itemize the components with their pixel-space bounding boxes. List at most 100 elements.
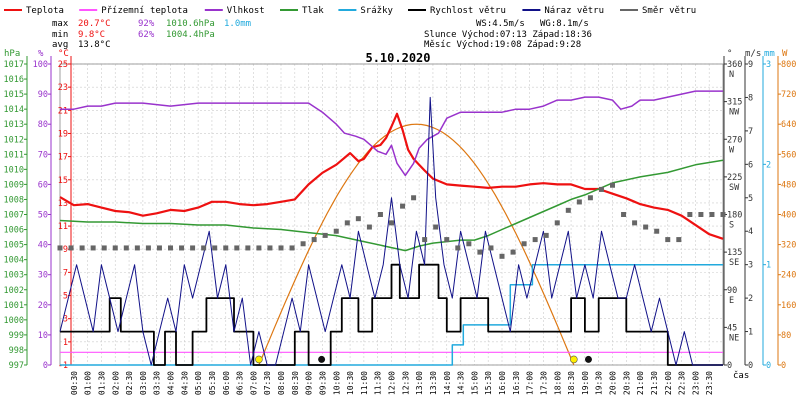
x-tick-label: 16:30 <box>512 371 521 395</box>
wind-direction-point <box>112 245 118 251</box>
deg-tick-label: 225 <box>727 173 742 183</box>
wind-direction-point <box>68 245 74 251</box>
wind-direction-point <box>676 237 682 243</box>
hpa-tick-label: 1009 <box>4 180 24 190</box>
wind-direction-point <box>234 245 240 251</box>
wind-direction-point <box>643 224 649 230</box>
wind-direction-point <box>322 232 328 238</box>
x-tick-label: 22:00 <box>664 371 673 395</box>
stat-avg-temp: 13.8°C <box>78 40 111 50</box>
ms-tick-label: 5 <box>748 194 753 204</box>
pct-tick-label: 80 <box>38 120 48 130</box>
deg-dir-label: SE <box>729 258 739 268</box>
wind-direction-point <box>444 237 450 243</box>
x-tick-label: 07:00 <box>249 371 258 395</box>
wind-direction-point <box>123 245 129 251</box>
moon-info: Měsíc Východ:19:08 Západ:9:28 <box>424 40 581 50</box>
solar-radiation-line <box>258 123 575 366</box>
x-tick-label: 07:30 <box>263 371 272 395</box>
stat-max-rain: 1.0mm <box>224 19 251 29</box>
pct-tick-label: 60 <box>38 180 48 190</box>
wind-direction-point <box>90 245 96 251</box>
hpa-tick-label: 1005 <box>4 241 24 251</box>
x-tick-label: 15:30 <box>484 371 493 395</box>
pct-tick-label: 50 <box>38 211 48 221</box>
wind-direction-point <box>477 249 483 255</box>
wind-gust-info: WG:8.1m/s <box>540 19 589 29</box>
wind-direction-point <box>168 245 173 251</box>
wind-direction-point <box>311 237 317 243</box>
hpa-tick-label: 1007 <box>4 211 24 221</box>
hpa-tick-label: 999 <box>9 331 24 341</box>
temp-tick-label: 1 <box>63 338 68 348</box>
wind-direction-point <box>698 212 704 217</box>
x-tick-label: 03:30 <box>153 371 162 395</box>
pct-tick-label: 10 <box>38 331 48 341</box>
temp-tick-label: 7 <box>63 268 68 278</box>
temp-tick-label: 19 <box>58 129 68 139</box>
wind-direction-point <box>190 245 196 251</box>
wind-direction-point <box>145 245 151 251</box>
x-tick-label: 23:00 <box>691 371 700 395</box>
deg-tick-label: 360 <box>727 60 742 70</box>
x-tick-label: 16:00 <box>498 371 507 395</box>
wind-direction-point <box>587 195 593 201</box>
stat-min-temp: 9.8°C <box>78 30 105 40</box>
stat-max-temp: 20.7°C <box>78 19 111 29</box>
deg-dir-label: E <box>729 296 734 306</box>
x-tick-label: 18:00 <box>553 371 562 395</box>
wind-direction-point <box>278 245 284 251</box>
hpa-tick-label: 1011 <box>4 150 24 160</box>
ms-tick-label: 2 <box>748 294 753 304</box>
wind-direction-point <box>433 224 439 230</box>
deg-tick-label: 270 <box>727 135 742 145</box>
pct-tick-label: 90 <box>38 90 48 100</box>
stat-avg-label: avg <box>52 40 68 50</box>
wind-direction-point <box>554 220 560 226</box>
temp-tick-label: 5 <box>63 292 68 302</box>
hpa-tick-label: 998 <box>9 346 24 356</box>
hpa-tick-label: 1002 <box>4 286 24 296</box>
moon-marker <box>584 355 592 363</box>
deg-dir-label: S <box>729 221 734 231</box>
hpa-tick-label: 1016 <box>4 75 24 85</box>
temp-tick-label: 23 <box>58 83 68 93</box>
x-tick-label: 23:30 <box>705 371 714 395</box>
wind-direction-point <box>488 245 494 251</box>
deg-tick-label: 135 <box>727 248 742 258</box>
temp-tick-label: 11 <box>58 222 68 232</box>
ms-tick-label: 6 <box>748 160 753 170</box>
wind-direction-point <box>455 245 461 251</box>
x-tick-label: 13:00 <box>415 371 424 395</box>
mm-tick-label: 3 <box>766 60 771 70</box>
x-tick-label: 05:00 <box>194 371 203 395</box>
wind-direction-point <box>565 207 571 213</box>
x-tick-label: 12:30 <box>401 371 410 395</box>
deg-dir-label: NE <box>729 333 739 343</box>
hpa-tick-label: 1010 <box>4 165 24 175</box>
stat-max-label: max <box>52 19 69 29</box>
pct-tick-label: 70 <box>38 150 48 160</box>
pct-tick-label: 20 <box>38 301 48 311</box>
x-tick-label: 02:30 <box>125 371 134 395</box>
sun-info: Slunce Východ:07:13 Západ:18:36 <box>424 30 592 40</box>
mm-tick-label: 1 <box>766 261 771 271</box>
x-tick-label: 21:30 <box>650 371 659 395</box>
temp-tick-label: 9 <box>63 245 68 255</box>
x-tick-label: 00:30 <box>70 371 79 395</box>
legend-item: Tlak <box>302 6 324 16</box>
legend-item: Rychlost větru <box>430 6 506 16</box>
hpa-tick-label: 997 <box>9 361 24 371</box>
stat-min-hum: 62% <box>138 30 155 40</box>
wind-direction-point <box>720 212 726 217</box>
x-tick-label: 11:30 <box>374 371 383 395</box>
x-tick-label: 20:30 <box>622 371 631 395</box>
hpa-tick-label: 1000 <box>4 316 24 326</box>
wind-direction-point <box>300 241 306 247</box>
x-tick-label: 09:30 <box>318 371 327 395</box>
x-tick-label: 15:00 <box>470 371 479 395</box>
deg-axis-label: ° <box>727 49 732 59</box>
wm2-tick-label: 0 <box>781 361 786 371</box>
wind-direction-point <box>576 199 582 205</box>
